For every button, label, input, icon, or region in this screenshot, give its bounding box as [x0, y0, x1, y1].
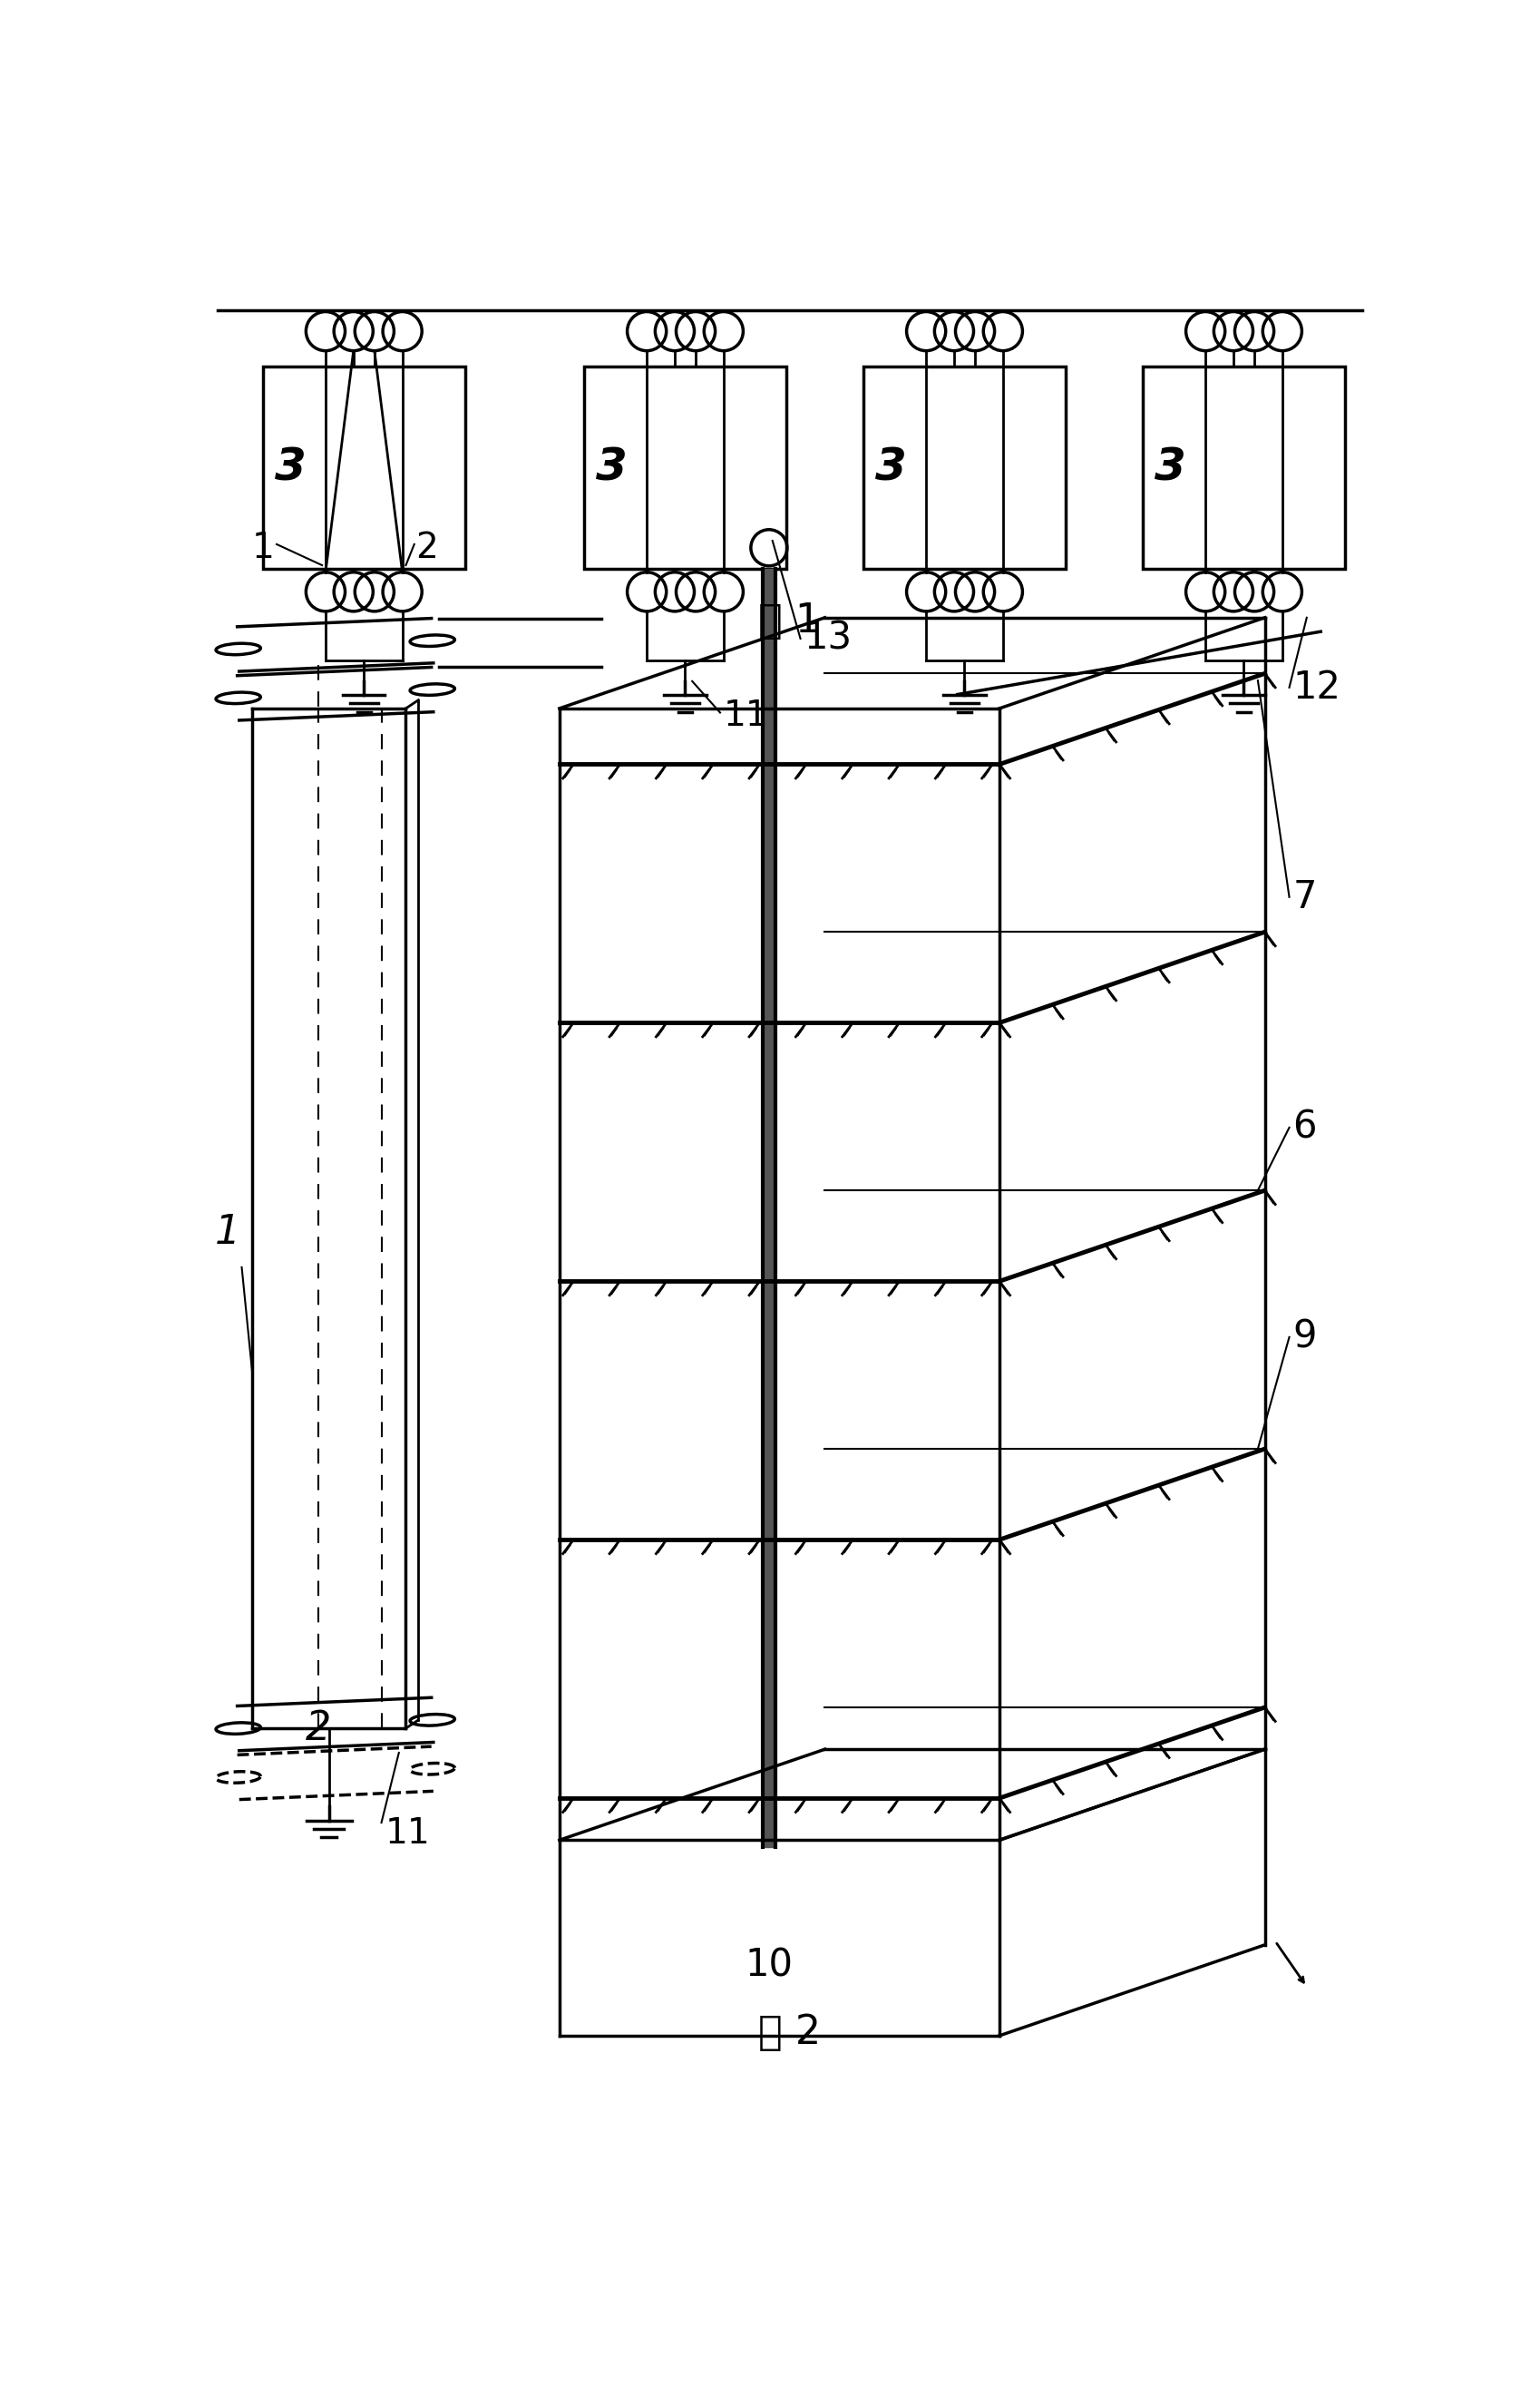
- Text: 13: 13: [804, 620, 852, 657]
- Text: 1: 1: [216, 1212, 240, 1253]
- Text: 图 2: 图 2: [758, 2013, 821, 2051]
- Text: 11: 11: [724, 700, 768, 734]
- Text: 图 1: 图 1: [758, 601, 821, 640]
- Bar: [864, 366, 1066, 568]
- Text: 3: 3: [1155, 445, 1186, 488]
- Text: 11: 11: [385, 1816, 430, 1849]
- Bar: [584, 366, 787, 568]
- Text: 10: 10: [745, 1946, 793, 1984]
- Text: 2: 2: [416, 532, 437, 565]
- Text: 6: 6: [1292, 1109, 1317, 1147]
- Text: 2: 2: [306, 1710, 331, 1748]
- Text: 3: 3: [274, 445, 306, 488]
- Text: 3: 3: [875, 445, 907, 488]
- Text: 1: 1: [251, 532, 274, 565]
- Bar: [263, 366, 465, 568]
- Text: 12: 12: [1292, 669, 1341, 707]
- Bar: [1143, 366, 1344, 568]
- Text: 7: 7: [1292, 878, 1317, 916]
- Text: 3: 3: [596, 445, 628, 488]
- Text: 9: 9: [1292, 1318, 1317, 1356]
